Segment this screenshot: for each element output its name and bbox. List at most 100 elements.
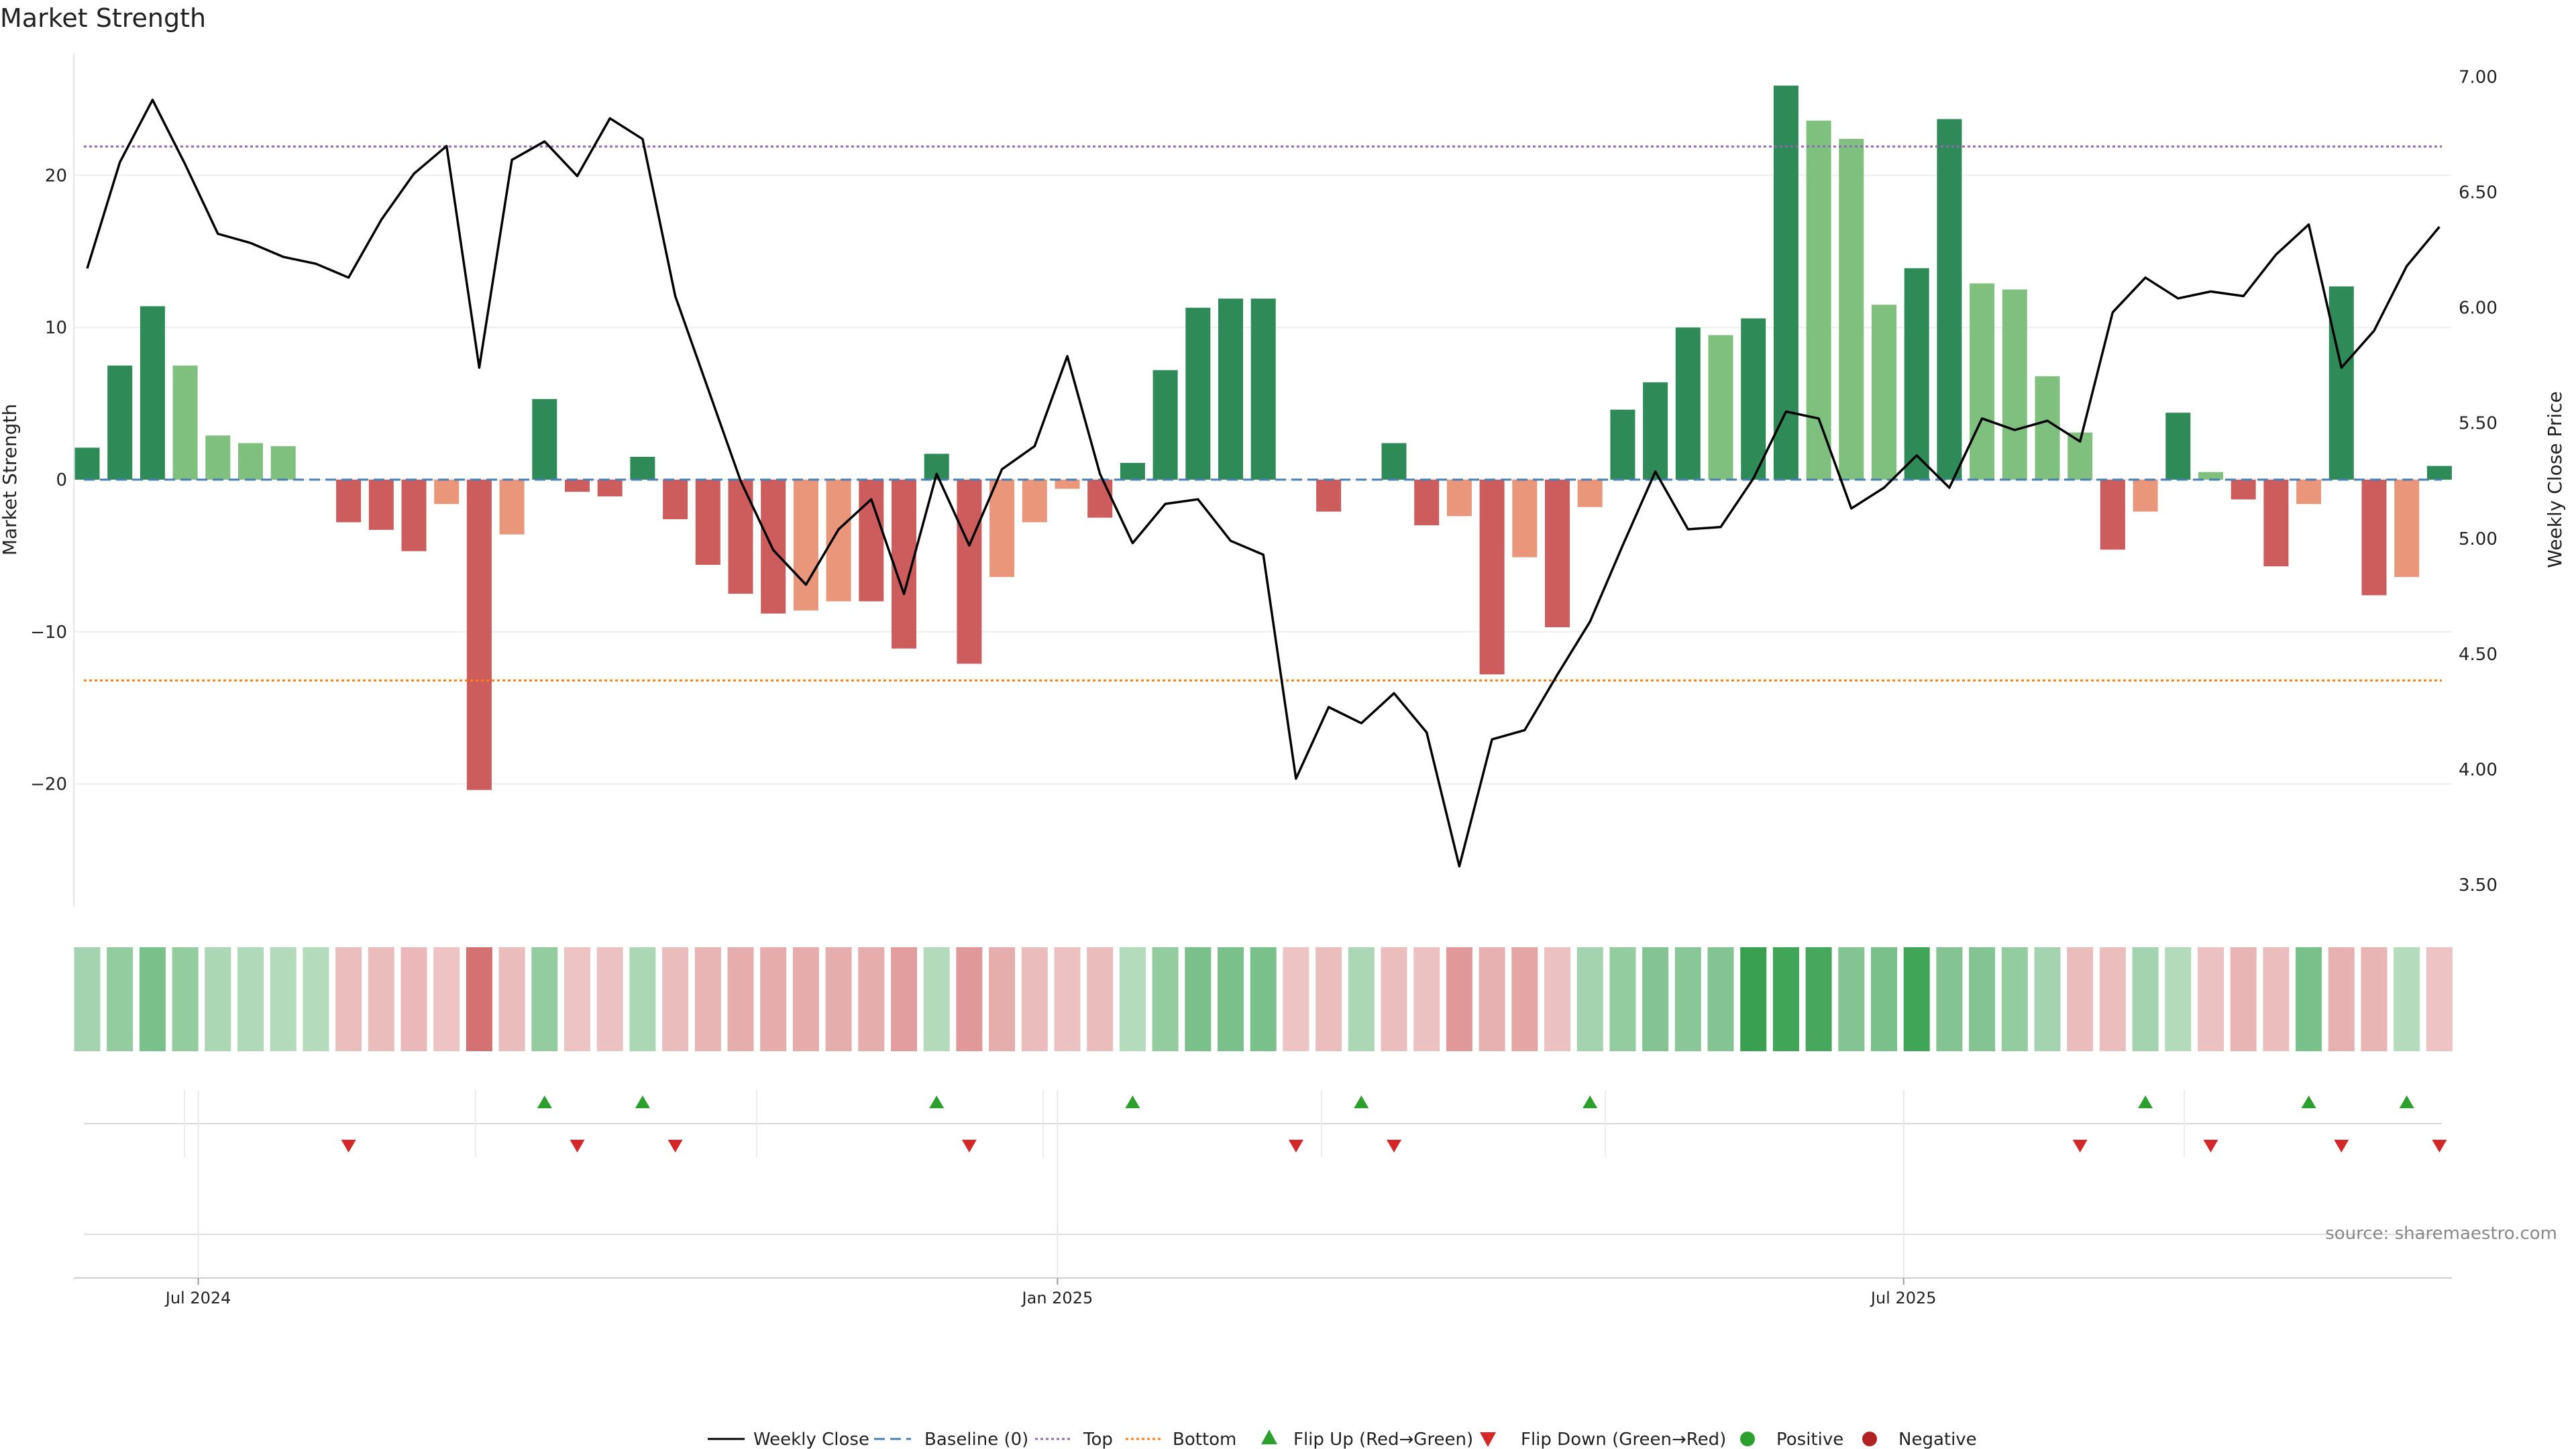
- flip-down-marker: [961, 1140, 977, 1152]
- legend-baseline: Baseline (0): [874, 1430, 1028, 1449]
- heat-strip-cell: [760, 947, 787, 1051]
- heat-strip-cell: [74, 947, 101, 1051]
- strength-bar: [695, 480, 720, 565]
- flip-down-marker: [2072, 1140, 2088, 1152]
- legend-flip-down: Flip Down (Green→Red): [1480, 1430, 1726, 1449]
- legend-positive: Positive: [1740, 1430, 1843, 1449]
- y-right-tick-label: 6.00: [2459, 299, 2498, 319]
- heat-strip-cell: [1871, 947, 1897, 1051]
- heat-strip-cell: [139, 947, 166, 1051]
- strength-bar: [368, 480, 394, 530]
- flip-down-marker: [1288, 1140, 1303, 1152]
- heat-strip-cell: [956, 947, 983, 1051]
- strength-bar: [1120, 463, 1145, 480]
- flip-markers: [84, 1090, 2447, 1157]
- heat-strip-cell: [1903, 947, 1930, 1051]
- strength-bar: [630, 456, 655, 480]
- axes-layer: −20 −10 0 10 20 3.50 4.00 4.50 5.00 5.50 6.00 6.50 7…: [30, 54, 2498, 906]
- y-left-tick-label: −10: [30, 623, 67, 643]
- y-right-tick-label: 7.00: [2459, 67, 2498, 87]
- x-tick-label: Jul 2025: [1870, 1289, 1937, 1307]
- heat-strip-cell: [1642, 947, 1669, 1051]
- y-left-axis-label: Market Strength: [0, 404, 21, 555]
- heat-strip-cell: [2426, 947, 2453, 1051]
- negative-dot-icon: [1862, 1432, 1877, 1446]
- flip-up-marker: [1125, 1095, 1140, 1108]
- heat-strip-cell: [1544, 947, 1570, 1051]
- strength-bar: [1446, 480, 1472, 517]
- strength-bar: [1512, 480, 1538, 557]
- legend-top: Top: [1035, 1430, 1113, 1449]
- y-right-tick-label: 5.00: [2459, 529, 2498, 549]
- heat-strip-cell: [1413, 947, 1440, 1051]
- strength-bar: [2328, 286, 2354, 480]
- legend-weekly-close-label: Weekly Close: [753, 1430, 869, 1449]
- strength-bar: [172, 365, 198, 480]
- legend-bottom-label: Bottom: [1173, 1430, 1236, 1449]
- strength-bar: [761, 480, 786, 614]
- heat-strip-cell: [1054, 947, 1081, 1051]
- weekly-close-polyline: [86, 99, 2440, 868]
- heat-strip-cell: [2394, 947, 2420, 1051]
- strength-bar: [434, 480, 460, 504]
- heat-strip-cell: [1609, 947, 1636, 1051]
- strength-bar: [1414, 480, 1440, 526]
- strength-bar: [74, 447, 100, 480]
- heat-strip-cell: [891, 947, 917, 1051]
- strength-bar: [466, 480, 492, 790]
- flip-up-marker: [537, 1095, 552, 1108]
- strength-bar: [2426, 466, 2452, 480]
- strength-bar: [1022, 480, 1047, 523]
- flip-down-marker: [667, 1140, 683, 1152]
- strength-bars: [74, 85, 2452, 790]
- heat-strip-cell: [1838, 947, 1865, 1051]
- legend-positive-label: Positive: [1776, 1430, 1843, 1449]
- heat-strip-cell: [433, 947, 460, 1051]
- source-label: source: sharemaestro.com: [2325, 1224, 2557, 1244]
- strength-bar: [597, 480, 623, 496]
- flip-down-marker: [2334, 1140, 2349, 1152]
- y-right-tick-label: 6.50: [2459, 183, 2498, 203]
- heat-strip-cell: [2165, 947, 2192, 1051]
- legend-negative: Negative: [1862, 1430, 1977, 1449]
- legend: Weekly Close Baseline (0) Top Bottom Fli…: [708, 1430, 1977, 1449]
- heat-strip-cell: [858, 947, 885, 1051]
- heat-strip-cell: [564, 947, 590, 1051]
- heat-strip-cell: [1381, 947, 1407, 1051]
- strength-bar: [2361, 480, 2387, 596]
- heat-strip-cell: [466, 947, 492, 1051]
- heat-strip-cell: [303, 947, 329, 1051]
- strength-bar: [1545, 480, 1570, 627]
- strength-bar: [499, 480, 525, 535]
- flip-down-icon: [1480, 1432, 1496, 1447]
- heat-strip: [74, 947, 2453, 1051]
- heat-strip-cell: [1119, 947, 1146, 1051]
- strength-bar: [1087, 480, 1113, 518]
- chart-title: Market Strength: [0, 3, 206, 33]
- weekly-close-line: [86, 99, 2440, 868]
- heat-strip-cell: [2361, 947, 2387, 1051]
- strength-bar: [2002, 289, 2027, 480]
- heat-strip-cell: [107, 947, 133, 1051]
- heat-strip-cell: [2067, 947, 2094, 1051]
- legend-top-label: Top: [1083, 1430, 1113, 1449]
- legend-baseline-label: Baseline (0): [924, 1430, 1028, 1449]
- heat-strip-cell: [1218, 947, 1244, 1051]
- flip-up-marker: [929, 1095, 945, 1108]
- strength-bar: [2165, 413, 2191, 480]
- strength-bar: [1839, 139, 1864, 480]
- flip-down-marker: [2203, 1140, 2218, 1152]
- reference-lines: [84, 145, 2442, 682]
- strength-bar: [270, 446, 296, 480]
- heat-strip-cell: [368, 947, 394, 1051]
- heat-strip-cell: [2263, 947, 2290, 1051]
- heat-strip-cell: [2099, 947, 2126, 1051]
- x-tick-label: Jan 2025: [1021, 1289, 1093, 1307]
- strength-bar: [1218, 299, 1243, 480]
- y-right-tick-label: 5.50: [2459, 414, 2498, 434]
- heat-strip-cell: [629, 947, 656, 1051]
- flip-up-marker: [635, 1095, 650, 1108]
- heat-strip-cell: [2132, 947, 2159, 1051]
- strength-bar: [2263, 480, 2289, 567]
